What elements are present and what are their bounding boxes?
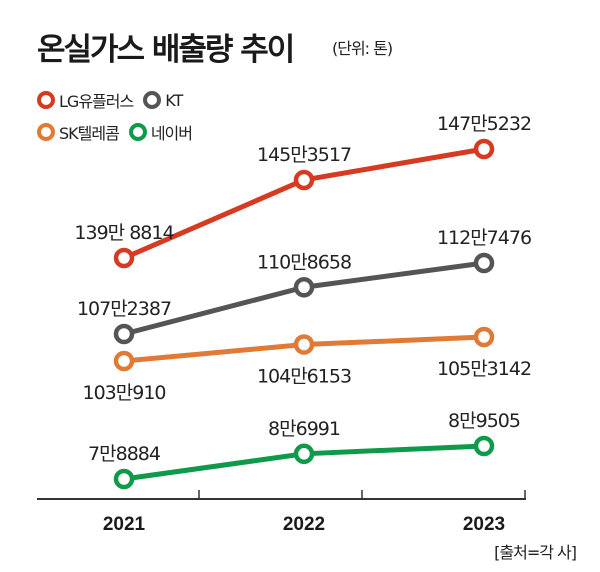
legend-marker-icon: [143, 91, 162, 109]
data-point: [113, 350, 135, 372]
data-point: [473, 138, 495, 160]
data-point: [293, 443, 315, 465]
data-label: 103만910: [82, 382, 165, 404]
legend-label: KT: [165, 90, 183, 110]
data-point: [473, 326, 495, 348]
data-label: 105만3142: [437, 358, 531, 380]
chart-title: 온실가스 배출량 추이: [37, 32, 295, 68]
x-tick-label: 2022: [283, 514, 325, 535]
legend-label: 네이버: [150, 124, 193, 143]
data-point: [473, 252, 495, 274]
data-label: 8만9505: [448, 410, 520, 432]
unit-label: (단위: 톤): [332, 39, 393, 58]
legend-label: LG유플러스: [59, 92, 134, 111]
data-label: 107만2387: [77, 298, 171, 320]
legend-marker-icon: [37, 91, 55, 109]
legend-marker-icon: [128, 123, 147, 141]
data-labels: 139만 8814 145만3517 147만5232 107만2387 110만865…: [74, 113, 532, 465]
data-point: [293, 334, 315, 355]
x-tick-label: 2023: [463, 514, 505, 535]
data-point: [113, 468, 135, 490]
data-point: [113, 323, 135, 345]
legend-row-1: LG유플러스 KT: [37, 88, 192, 112]
x-axis: 2021 2022 2023: [37, 490, 526, 535]
data-label: 145만3517: [257, 144, 351, 166]
series-line: [123, 260, 485, 337]
data-point: [293, 277, 315, 298]
data-point: [473, 435, 495, 457]
legend-row-2: SK텔레콤 네이버: [37, 120, 202, 144]
data-label: 8만6991: [268, 418, 340, 440]
source-note: [출처=각 사]: [494, 543, 577, 562]
data-label: 7만8884: [88, 443, 161, 465]
legend-item-kt: KT: [143, 90, 183, 110]
legend-item-naver: 네이버: [128, 120, 193, 144]
legend-label: SK텔레콤: [59, 124, 120, 143]
data-label: 110만8658: [257, 251, 351, 273]
data-point: [293, 169, 315, 191]
data-label: 104만6153: [257, 366, 351, 388]
legend-item-lguplus: LG유플러스: [37, 88, 134, 112]
data-label: 147만5232: [437, 113, 531, 135]
data-label: 112만7476: [437, 227, 531, 249]
legend-marker-icon: [37, 123, 55, 141]
legend-item-skt: SK텔레콤: [37, 120, 120, 144]
x-tick-label: 2021: [103, 514, 146, 535]
series-lines: [113, 138, 495, 490]
data-point: [113, 247, 135, 269]
data-label: 139만 8814: [74, 222, 174, 244]
